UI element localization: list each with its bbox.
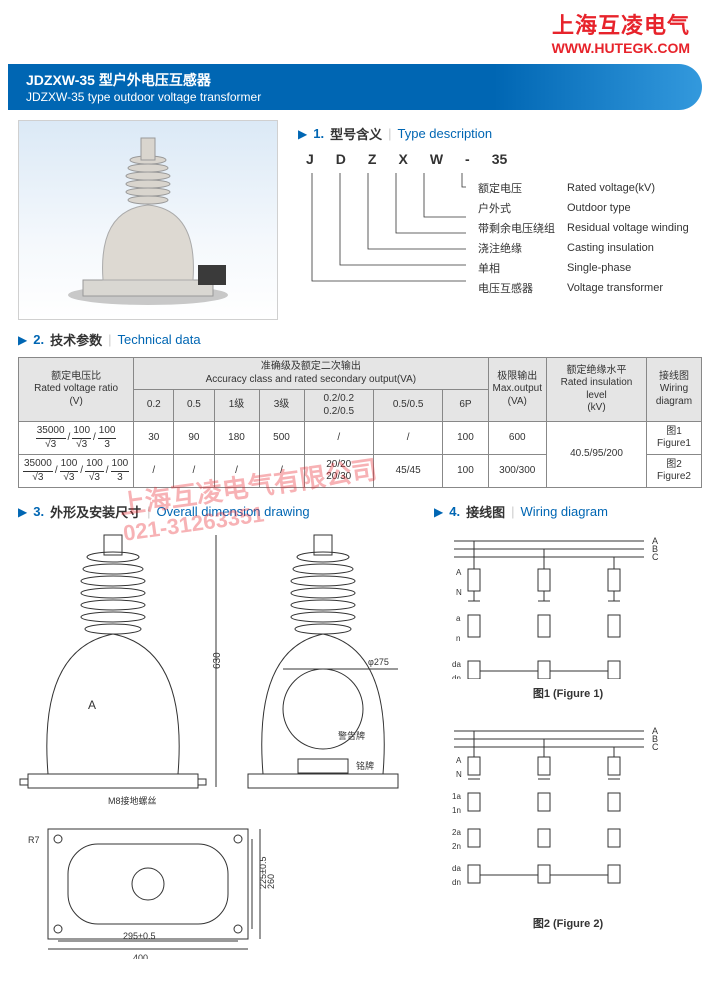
triangle-icon: ▶	[18, 333, 27, 347]
svg-text:铭牌: 铭牌	[356, 760, 374, 771]
svg-text:C: C	[652, 742, 659, 752]
svg-text:n: n	[456, 634, 460, 643]
svg-text:M8接地螺丝: M8接地螺丝	[108, 795, 157, 806]
product-title-cn: JDZXW-35 型户外电压互感器	[26, 70, 684, 90]
svg-text:φ275: φ275	[368, 657, 389, 667]
svg-text:a: a	[456, 614, 461, 623]
brand-url: WWW.HUTEGK.COM	[0, 40, 690, 56]
svg-text:dn: dn	[452, 878, 461, 887]
table-row: 35000√3/100√3/1003 30 90 180 500 / / 100…	[19, 422, 702, 455]
technical-data-table: 额定电压比 Rated voltage ratio (V) 准确级及额定二次输出…	[18, 357, 702, 488]
brand-name-cn: 上海互凌电气	[0, 8, 690, 40]
svg-text:C: C	[652, 552, 659, 562]
svg-text:N: N	[456, 770, 462, 779]
section-4-header: ▶ 4. 接线图 | Wiring diagram	[434, 502, 702, 521]
svg-text:R7: R7	[28, 835, 40, 845]
svg-text:A: A	[456, 568, 462, 577]
product-title-bar: JDZXW-35 型户外电压互感器 JDZXW-35 type outdoor …	[8, 64, 702, 110]
svg-text:1a: 1a	[452, 792, 461, 801]
dimension-drawing: A 630 M8接地螺丝	[18, 529, 418, 969]
section-2-header: ▶ 2. 技术参数 | Technical data	[18, 330, 702, 349]
triangle-icon: ▶	[298, 127, 307, 141]
product-title-en: JDZXW-35 type outdoor voltage transforme…	[26, 90, 684, 104]
product-photo	[18, 120, 278, 320]
svg-text:N: N	[456, 588, 462, 597]
type-description-table: 额定电压Rated voltage(kV) 户外式Outdoor type 带剩…	[476, 177, 701, 299]
svg-text:da: da	[452, 660, 461, 669]
svg-text:2a: 2a	[452, 828, 461, 837]
section-1-header: ▶ 1. 型号含义 | Type description	[298, 124, 702, 143]
triangle-icon: ▶	[18, 505, 27, 519]
svg-text:400: 400	[133, 953, 148, 959]
brand-header: 上海互凌电气 WWW.HUTEGK.COM	[0, 0, 720, 60]
section-3-header: ▶ 3. 外形及安装尺寸 | Overall dimension drawing	[18, 502, 418, 521]
figure-1-caption: 图1 (Figure 1)	[434, 685, 702, 701]
svg-text:630: 630	[212, 652, 223, 669]
svg-text:A: A	[456, 756, 462, 765]
svg-text:A: A	[88, 698, 96, 712]
svg-text:1n: 1n	[452, 806, 461, 815]
svg-text:225±0.5: 225±0.5	[258, 857, 268, 889]
model-code-letters: J D Z X W - 35	[306, 151, 702, 167]
wiring-diagram-1: A B C AN an	[434, 529, 702, 701]
figure-2-caption: 图2 (Figure 2)	[434, 915, 702, 931]
type-bracket-diagram: 额定电压Rated voltage(kV) 户外式Outdoor type 带剩…	[306, 173, 702, 293]
svg-text:dn: dn	[452, 674, 461, 679]
triangle-icon: ▶	[434, 505, 443, 519]
svg-text:警告牌: 警告牌	[338, 730, 365, 741]
svg-text:da: da	[452, 864, 461, 873]
svg-text:295±0.5: 295±0.5	[123, 931, 155, 941]
transformer-illustration	[48, 130, 248, 310]
wiring-diagram-2: A B C AN 1a1n	[434, 719, 702, 931]
svg-text:2n: 2n	[452, 842, 461, 851]
